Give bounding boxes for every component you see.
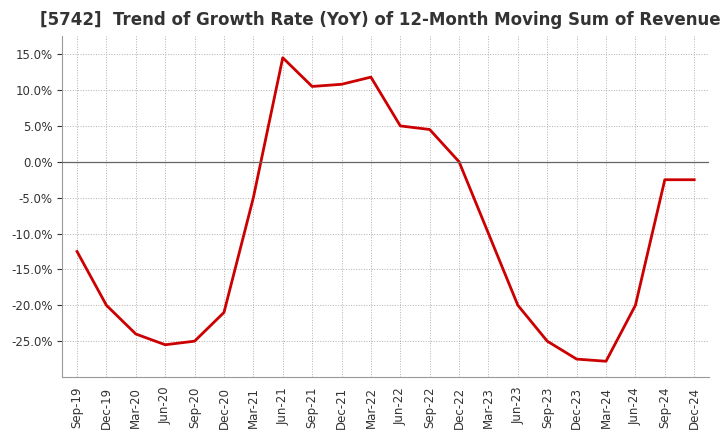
Title: [5742]  Trend of Growth Rate (YoY) of 12-Month Moving Sum of Revenues: [5742] Trend of Growth Rate (YoY) of 12-… <box>40 11 720 29</box>
